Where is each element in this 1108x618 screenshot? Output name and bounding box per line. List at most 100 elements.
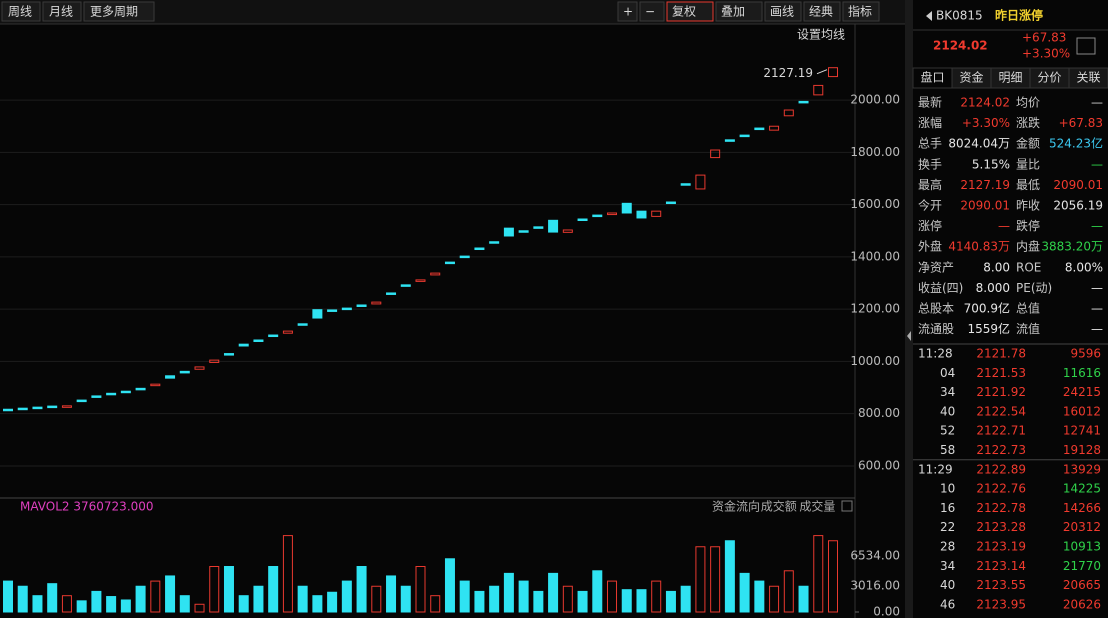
- trade-price: 2122.54: [976, 404, 1026, 418]
- candle-down: [238, 343, 249, 347]
- add-button[interactable]: [1076, 37, 1096, 55]
- toolbar-button[interactable]: [842, 1, 880, 22]
- toolbar-button[interactable]: [42, 1, 82, 22]
- candle-down: [312, 309, 323, 319]
- toolbar-button[interactable]: [666, 1, 714, 22]
- stat-value: +3.30%: [962, 116, 1010, 130]
- candle-down: [754, 127, 765, 131]
- prev-arrow[interactable]: [926, 11, 932, 21]
- toolbar-button-label[interactable]: 月线: [49, 5, 73, 19]
- toolbar-button[interactable]: [617, 1, 638, 22]
- volume-bar: [489, 585, 500, 613]
- trade-volume: 12741: [1063, 424, 1101, 438]
- volume-bar: [621, 589, 632, 613]
- toolbar-button-label[interactable]: 叠加: [721, 5, 745, 19]
- toolbar-button[interactable]: [83, 1, 155, 22]
- toolbar-button-label[interactable]: 指标: [848, 4, 872, 19]
- toolbar-button[interactable]: [1, 1, 41, 22]
- stat-label: 涨幅: [918, 115, 942, 130]
- trade-volume: 14225: [1063, 482, 1101, 496]
- volume-settings[interactable]: [841, 500, 853, 512]
- volume-tab[interactable]: 成交额: [761, 499, 797, 514]
- toolbar-button-label[interactable]: 更多周期: [90, 5, 138, 19]
- trade-time: 52: [940, 617, 955, 618]
- candle-down: [724, 139, 735, 142]
- volume-bar: [106, 596, 117, 613]
- volume-tick-label: 3016.00: [850, 579, 900, 593]
- stat-value: 700.9亿: [964, 301, 1010, 316]
- toolbar-button[interactable]: [764, 1, 802, 22]
- volume-bar: [297, 585, 308, 613]
- collapse-arrow: [907, 331, 911, 341]
- candle-down: [489, 241, 500, 244]
- stat-label: ROE: [1016, 260, 1041, 274]
- high-pointer: [816, 69, 828, 75]
- volume-bar: [238, 595, 249, 613]
- y-tick-label: 1600.00: [850, 197, 900, 211]
- quote-tab-label[interactable]: 明细: [998, 71, 1022, 85]
- stat-label: 净资产: [918, 260, 954, 274]
- stat-label: 总手: [918, 137, 942, 151]
- quote-tab-label[interactable]: 分价: [1037, 71, 1061, 85]
- candle-up: [769, 125, 780, 131]
- volume-bar: [430, 595, 441, 613]
- toolbar-button-label[interactable]: +: [623, 5, 633, 19]
- candle-down: [268, 334, 279, 338]
- trade-volume: 20312: [1063, 520, 1101, 534]
- volume-bar: [444, 558, 455, 613]
- stat-value: —: [998, 219, 1010, 233]
- volume-tick-label: 6534.00: [850, 548, 900, 562]
- candle-up: [430, 272, 441, 276]
- candle-up: [651, 210, 662, 217]
- volume-bar: [562, 585, 573, 613]
- trade-volume: 24215: [1063, 385, 1101, 399]
- volume-bar: [312, 595, 323, 613]
- trade-volume: 20665: [1063, 578, 1101, 592]
- candle-down: [223, 353, 234, 356]
- candle-down: [739, 134, 750, 138]
- trade-volume: 10913: [1063, 540, 1101, 554]
- trade-volume: 21770: [1063, 559, 1101, 573]
- stat-label: 涨跌: [1016, 115, 1040, 130]
- quote-tab-label[interactable]: 盘口: [920, 70, 944, 85]
- toolbar-button-label[interactable]: 画线: [770, 5, 794, 19]
- candle-down: [106, 392, 117, 396]
- volume-tab[interactable]: 资金流向: [712, 499, 760, 514]
- volume-bar: [503, 572, 514, 613]
- volume-tab[interactable]: 成交量: [799, 499, 835, 514]
- trade-volume: 13929: [1063, 462, 1101, 476]
- volume-bar: [17, 585, 28, 613]
- quote-tab-label[interactable]: 资金: [959, 70, 983, 85]
- trade-time: 34: [940, 385, 955, 399]
- volume-bar: [47, 583, 58, 613]
- candle-down: [253, 339, 264, 342]
- toolbar-button-label[interactable]: 经典: [809, 5, 833, 19]
- stat-label: PE(动): [1016, 281, 1052, 295]
- stat-label: 流值: [1016, 321, 1040, 336]
- toolbar-button-label[interactable]: −: [645, 5, 655, 19]
- toolbar-button[interactable]: [803, 1, 841, 22]
- stat-value: 8.00%: [1065, 260, 1103, 274]
- volume-bar: [533, 590, 544, 613]
- quote-price: 2124.02: [933, 39, 988, 53]
- stat-value: 524.23亿: [1049, 136, 1103, 151]
- trade-price: 2123.19: [976, 540, 1026, 554]
- trade-volume: 16012: [1063, 404, 1101, 418]
- volume-bar: [769, 585, 780, 613]
- quote-tab-label[interactable]: 关联: [1076, 71, 1100, 85]
- volume-bar: [179, 595, 190, 613]
- trade-price: 2123.28: [976, 520, 1026, 534]
- trade-price: 2121.78: [976, 347, 1026, 361]
- quote-tab[interactable]: [1068, 67, 1108, 89]
- toolbar-button-label[interactable]: 周线: [8, 5, 32, 19]
- volume-bar: [783, 570, 794, 613]
- stat-label: 今开: [918, 198, 942, 213]
- ma-setting[interactable]: 设置均线: [797, 28, 845, 42]
- y-tick-label: 2000.00: [850, 93, 900, 107]
- toolbar-button[interactable]: [639, 1, 665, 22]
- stat-value: +67.83: [1059, 116, 1103, 130]
- candle-up: [695, 174, 706, 190]
- volume-bar: [754, 580, 765, 613]
- toolbar-button[interactable]: [715, 1, 763, 22]
- toolbar-button-label[interactable]: 复权: [672, 5, 696, 19]
